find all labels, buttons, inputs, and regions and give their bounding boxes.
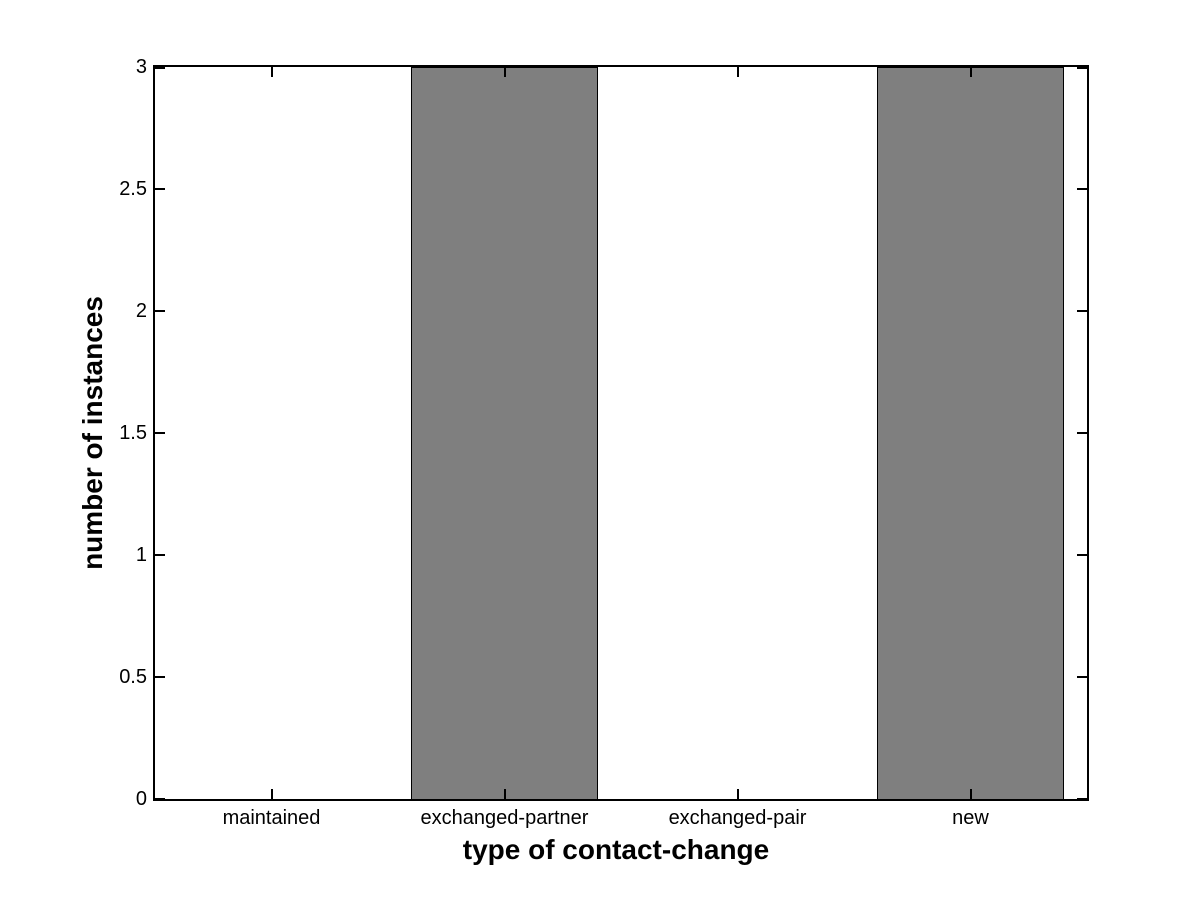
y-tick-mark [155, 554, 165, 556]
x-tick-label: new [952, 807, 989, 829]
y-tick-label: 2 [135, 300, 147, 322]
y-tick-mark [155, 188, 165, 190]
bar-new [877, 67, 1064, 799]
x-tick-mark [503, 789, 506, 799]
x-tick-mark [270, 789, 273, 799]
x-tick-label: maintained [222, 807, 321, 829]
y-tick-label: 1 [135, 544, 147, 566]
y-tick-mark [1077, 188, 1087, 190]
x-tick-mark [969, 789, 972, 799]
x-axis-label: type of contact-change [462, 834, 770, 865]
x-tick-label: exchanged-partner [420, 807, 589, 829]
y-tick-mark [155, 798, 165, 800]
y-tick-mark [155, 676, 165, 678]
plot-area [153, 65, 1089, 801]
y-tick-mark [155, 67, 165, 69]
y-tick-label: 0 [135, 788, 147, 810]
x-tick-mark [503, 67, 506, 77]
x-tick-mark [969, 67, 972, 77]
y-tick-label: 1.5 [119, 422, 147, 444]
y-tick-mark [1077, 554, 1087, 556]
y-tick-mark [1077, 432, 1087, 434]
y-tick-mark [1077, 310, 1087, 312]
y-tick-label: 3 [135, 56, 147, 78]
y-tick-mark [155, 310, 165, 312]
y-tick-mark [1077, 67, 1087, 69]
x-tick-mark [270, 67, 273, 77]
y-tick-label: 0.5 [119, 666, 147, 688]
y-tick-mark [155, 432, 165, 434]
y-tick-label: 2.5 [119, 178, 147, 200]
x-tick-mark [736, 789, 739, 799]
y-tick-mark [1077, 676, 1087, 678]
x-tick-mark [736, 67, 739, 77]
x-tick-label: exchanged-pair [668, 807, 807, 829]
y-tick-mark [1077, 798, 1087, 800]
bar-exchanged-partner [411, 67, 598, 799]
